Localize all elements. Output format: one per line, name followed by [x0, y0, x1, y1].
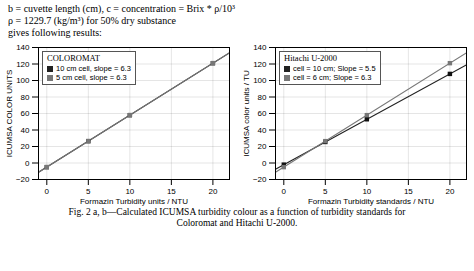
svg-text:120: 120 — [16, 60, 30, 69]
svg-text:140: 140 — [16, 43, 30, 52]
svg-text:40: 40 — [21, 126, 30, 135]
svg-text:40: 40 — [258, 126, 267, 135]
svg-text:0: 0 — [282, 187, 287, 196]
svg-text:100: 100 — [16, 76, 30, 85]
svg-text:15: 15 — [167, 187, 176, 196]
html-text:5 cm cell, slope = 6.3: 5 cm cell, slope = 6.3 — [56, 73, 127, 82]
svg-text:0: 0 — [25, 159, 30, 168]
svg-text:60: 60 — [258, 109, 267, 118]
svg-text:20: 20 — [258, 142, 267, 151]
svg-text:140: 140 — [253, 43, 267, 52]
html-text:cell = 10 cm; Slope = 5.5: cell = 10 cm; Slope = 5.5 — [293, 64, 376, 73]
svg-text:0: 0 — [45, 187, 50, 196]
svg-text:80: 80 — [258, 93, 267, 102]
html-text:Hitachi U-2000: Hitachi U-2000 — [284, 53, 338, 63]
html-text:10 cm cell, slope = 6.3: 10 cm cell, slope = 6.3 — [56, 64, 131, 73]
svg-text:10: 10 — [362, 187, 371, 196]
svg-text:5: 5 — [323, 187, 328, 196]
svg-text:0: 0 — [262, 159, 267, 168]
svg-text:Formazin Turbidity standards /: Formazin Turbidity standards / NTU — [308, 197, 434, 206]
svg-text:60: 60 — [21, 109, 30, 118]
svg-text:−20: −20 — [16, 175, 30, 184]
svg-text:20: 20 — [208, 187, 217, 196]
svg-text:20: 20 — [445, 187, 454, 196]
html-text:COLOROMAT: COLOROMAT — [47, 53, 100, 63]
svg-text:100: 100 — [253, 76, 267, 85]
html-text:gives following results:: gives following results: — [8, 27, 102, 38]
svg-text:10: 10 — [125, 187, 134, 196]
html-text:cell = 6 cm; Slope = 6.3: cell = 6 cm; Slope = 6.3 — [293, 73, 372, 82]
svg-text:15: 15 — [404, 187, 413, 196]
svg-text:80: 80 — [21, 93, 30, 102]
html-text:ρ = 1229.7 (kg/m³) for 50% dry: ρ = 1229.7 (kg/m³) for 50% dry substance — [8, 15, 176, 26]
html-text:b = cuvette length (cm), c = c: b = cuvette length (cm), c = concentrati… — [8, 3, 236, 14]
svg-text:20: 20 — [21, 142, 30, 151]
svg-text:Formazin Turbidity units / NTU: Formazin Turbidity units / NTU — [80, 197, 188, 206]
svg-text:−20: −20 — [253, 175, 267, 184]
svg-text:ICUMSA color units / TU: ICUMSA color units / TU — [242, 70, 251, 157]
svg-text:ICUMSA COLOR UNITS: ICUMSA COLOR UNITS — [5, 70, 14, 158]
html-text:Fig. 2 a, b—Calculated ICUMSA: Fig. 2 a, b—Calculated ICUMSA turbidity … — [68, 207, 406, 228]
svg-text:5: 5 — [86, 187, 91, 196]
svg-text:120: 120 — [253, 60, 267, 69]
